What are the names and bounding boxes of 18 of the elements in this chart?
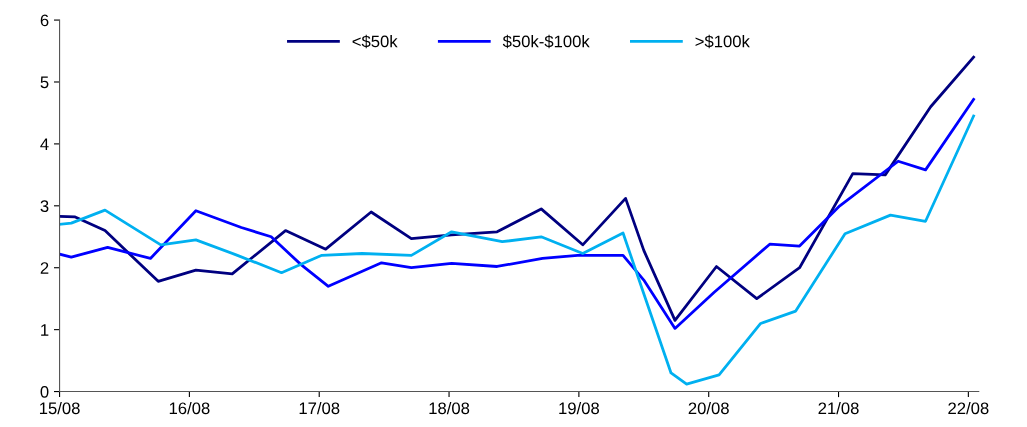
legend-label: <$50k: [352, 34, 398, 49]
x-tick-label: 21/08: [818, 401, 859, 415]
x-tick-label: 19/08: [559, 401, 600, 415]
x-tick-label: 16/08: [169, 401, 210, 415]
y-tick-label: 5: [40, 76, 49, 89]
x-tick-label: 20/08: [688, 401, 729, 415]
y-tick-label: 1: [41, 324, 49, 336]
y-tick-label: 2: [40, 262, 49, 274]
y-tick-label: 3: [40, 200, 49, 213]
x-tick-label: 15/08: [39, 401, 80, 415]
x-tick-label: 17/08: [299, 401, 340, 415]
legend-label: $50k-$100k: [502, 34, 590, 49]
y-tick-label: 4: [40, 138, 49, 150]
y-tick-label: 0: [40, 385, 49, 398]
x-tick-label: 22/08: [948, 401, 989, 415]
legend-label: >$100k: [695, 34, 750, 49]
x-tick-label: 18/08: [429, 401, 470, 415]
y-tick-label: 6: [40, 14, 49, 27]
